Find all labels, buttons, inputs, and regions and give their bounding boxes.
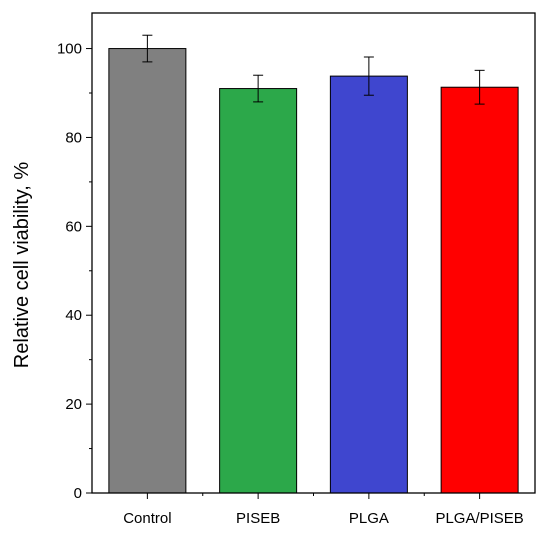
- bars-group: [108, 48, 519, 494]
- x-tick-label: PISEB: [236, 510, 280, 527]
- x-tick-label: PLGA: [349, 510, 389, 527]
- y-tick-label: 0: [74, 485, 82, 502]
- y-axis: 0 20 40 60 80 100: [57, 41, 92, 502]
- bar-plga-piseb: [440, 86, 519, 494]
- y-tick-label: 80: [65, 129, 82, 146]
- bar-piseb: [219, 88, 298, 494]
- y-tick-label: 40: [65, 307, 82, 324]
- x-tick-label: PLGA/PISEB: [435, 510, 523, 527]
- y-tick-label: 20: [65, 396, 82, 413]
- bar-control: [108, 48, 187, 494]
- x-axis: Control PISEB PLGA PLGA/PISEB: [123, 493, 524, 527]
- y-tick-label: 100: [57, 41, 82, 58]
- y-axis-title: Relative cell viability, %: [11, 162, 33, 369]
- error-bars-group: [142, 34, 485, 105]
- y-tick-label: 60: [65, 218, 82, 235]
- x-tick-label: Control: [123, 510, 171, 527]
- bar-plga: [329, 75, 408, 494]
